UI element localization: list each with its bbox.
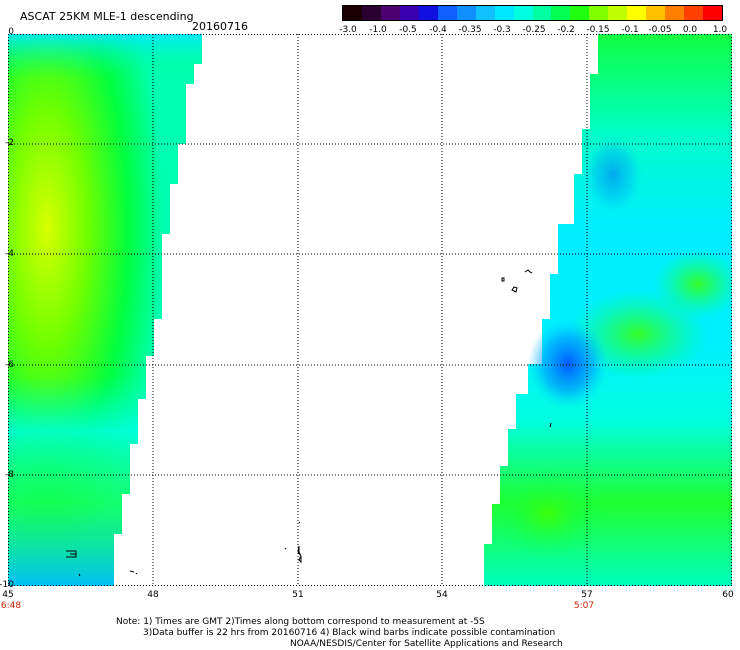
- color-scale-label: -0.35: [458, 25, 482, 35]
- color-scale-segment: [456, 6, 476, 20]
- lat-tick-label: -2: [5, 138, 14, 148]
- coastline-outlines: [66, 269, 552, 577]
- lat-tick-label: -10: [0, 580, 14, 590]
- color-scale-label: -0.1: [621, 25, 639, 35]
- color-scale-segment: [551, 6, 571, 20]
- color-scale-label: -3.0: [339, 25, 357, 35]
- color-scale-segment: [646, 6, 666, 20]
- lat-tick-label: 0: [8, 27, 14, 37]
- color-scale-bar: [342, 5, 723, 21]
- color-scale-segment: [608, 6, 628, 20]
- color-scale-label: -1.0: [369, 25, 387, 35]
- color-scale-segment: [343, 6, 362, 20]
- map-panel: [8, 34, 732, 586]
- color-scale-segment: [494, 6, 514, 20]
- color-scale-segment: [418, 6, 438, 20]
- color-scale-label: 0.0: [682, 25, 698, 35]
- color-scale-segment: [475, 6, 495, 20]
- lat-tick-label: -6: [5, 360, 14, 370]
- color-scale-labels: -3.0 -1.0 -0.5 -0.4 -0.35 -0.3 -0.25 -0.…: [336, 25, 736, 37]
- color-scale-segment: [684, 6, 704, 20]
- lat-tick-label: -4: [5, 249, 14, 259]
- color-scale-segment: [665, 6, 685, 20]
- color-scale-label: -0.2: [557, 25, 575, 35]
- color-scale-segment: [570, 6, 590, 20]
- lon-tick-label: 60: [722, 590, 734, 600]
- lat-lon-grid: [8, 34, 732, 586]
- color-scale-segment: [380, 6, 400, 20]
- footnote-line-2: 3)Data buffer is 22 hrs from 20160716 4)…: [143, 628, 556, 638]
- color-scale-segment: [627, 6, 647, 20]
- lon-tick-label: 51: [292, 590, 304, 600]
- wind-swath-map: [8, 34, 732, 586]
- lon-tick-label: 54: [436, 590, 448, 600]
- color-scale-label: -0.25: [522, 25, 546, 35]
- pass-time-west: 6:48: [0, 601, 22, 611]
- product-date: 20160716: [192, 20, 248, 33]
- color-scale-segment: [399, 6, 419, 20]
- lon-tick-label: 45: [2, 590, 14, 600]
- color-scale-segment: [361, 6, 381, 20]
- lat-tick-label: -8: [5, 470, 14, 480]
- product-title: ASCAT 25KM MLE-1 descending: [20, 10, 194, 23]
- footnote-line-3: NOAA/NESDIS/Center for Satellite Applica…: [290, 639, 563, 649]
- color-scale-label: -0.05: [648, 25, 672, 35]
- footnote-line-1: Note: 1) Times are GMT 2)Times along bot…: [116, 617, 485, 627]
- color-scale-segment: [437, 6, 457, 20]
- color-scale-segment: [703, 6, 723, 20]
- color-scale-label: 1.0: [712, 25, 728, 35]
- east-swath: [484, 34, 732, 586]
- pass-time-east: 5:07: [573, 601, 595, 611]
- color-scale-label: -0.5: [399, 25, 417, 35]
- west-swath: [8, 34, 202, 586]
- lon-tick-label: 57: [581, 590, 593, 600]
- color-scale-segment: [513, 6, 533, 20]
- color-scale-label: -0.4: [429, 25, 447, 35]
- color-scale-label: -0.3: [493, 25, 511, 35]
- color-scale-label: -0.15: [586, 25, 610, 35]
- color-scale-segment: [589, 6, 609, 20]
- color-scale-segment: [532, 6, 552, 20]
- lon-tick-label: 48: [147, 590, 159, 600]
